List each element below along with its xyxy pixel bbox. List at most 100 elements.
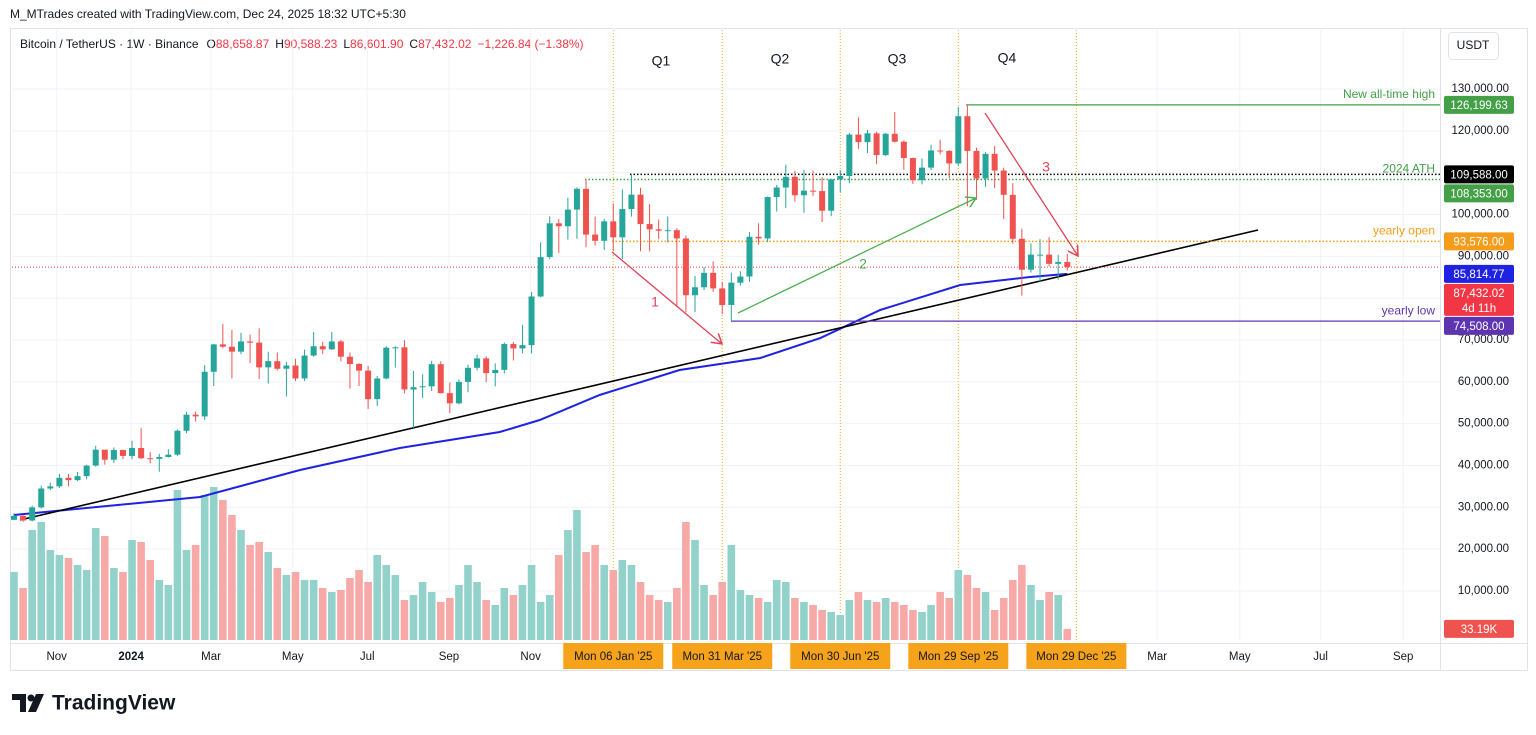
volume-bar — [972, 588, 981, 640]
candle-body — [646, 224, 653, 230]
volume-bar — [981, 592, 990, 640]
candle-body — [474, 358, 481, 368]
y-tick-label: 100,000.00 — [1451, 209, 1509, 221]
price-label-box — [1444, 264, 1514, 283]
volume-bar — [55, 555, 64, 640]
volume-bar — [1063, 628, 1072, 640]
x-tick-label: Jul — [360, 651, 375, 663]
volume-bar — [28, 530, 36, 640]
candle-body — [119, 449, 126, 456]
volume-bar — [636, 582, 645, 640]
candle-body — [991, 153, 998, 171]
ohlc-key: L — [343, 37, 350, 51]
currency[interactable]: USDT — [1457, 38, 1490, 52]
candle-body — [228, 346, 235, 352]
volume-bar — [246, 545, 254, 640]
candle-body — [537, 257, 544, 297]
ohlc-key: H — [275, 37, 284, 51]
currency-button[interactable] — [1448, 32, 1499, 60]
price-label-box — [1444, 316, 1514, 335]
candle-body — [810, 190, 817, 192]
candle-body — [165, 454, 172, 457]
level-name: New all-time high — [1343, 87, 1435, 101]
candle-body — [92, 449, 99, 466]
candle-body — [928, 150, 935, 168]
candle-body — [701, 272, 708, 288]
volume-bar — [373, 555, 381, 640]
arrow-label: 2 — [859, 256, 867, 272]
volume-bar — [545, 595, 554, 640]
volume-bar — [836, 615, 845, 640]
volume-bar — [890, 602, 899, 640]
candle-body — [437, 364, 444, 394]
volume-bar — [936, 592, 944, 640]
date-marker-box — [1026, 643, 1127, 669]
level-name: yearly open — [1373, 224, 1435, 238]
candle-body — [56, 477, 63, 487]
volume-bar — [918, 612, 926, 640]
volume-bar — [900, 605, 908, 640]
brand: TradingView — [52, 692, 176, 715]
volume-bar — [337, 590, 345, 640]
logo-mark — [28, 694, 44, 712]
volume-bar — [600, 565, 608, 640]
volume-bar — [990, 610, 999, 640]
candle-body — [755, 236, 762, 239]
levels: New all-time high 2024 ATH yearly open year… — [12, 87, 1440, 322]
volume-bar — [427, 592, 436, 640]
arrow-label: 3 — [1042, 159, 1050, 175]
price-label: 108,353.00 — [1450, 188, 1508, 200]
volume-bar — [418, 582, 427, 640]
candle-body — [528, 296, 535, 346]
volume-bar — [10, 572, 18, 640]
volume-bar — [500, 588, 509, 640]
volume-bar — [436, 602, 445, 640]
candle-body — [510, 344, 517, 349]
candle-body — [328, 341, 335, 350]
candle-body — [419, 386, 426, 388]
candle-body — [183, 414, 190, 431]
volume-bar — [536, 602, 545, 640]
candle-body — [1037, 254, 1044, 256]
candle-body — [1055, 261, 1062, 264]
candle-body — [918, 167, 925, 181]
y-tick-label: 30,000.00 — [1458, 501, 1509, 513]
x-tick-label: Nov — [520, 651, 541, 663]
candle-body — [129, 447, 136, 456]
volume-bar — [446, 598, 454, 640]
chart-frame — [10, 28, 1528, 671]
volume-bar — [219, 500, 227, 640]
logo-mark — [27, 694, 35, 702]
volume-bar — [128, 540, 136, 640]
x-tick-label: Mar — [201, 651, 221, 663]
volume-bar — [527, 565, 536, 640]
volume-bar — [164, 585, 173, 640]
price-label-box — [1444, 232, 1514, 251]
volume-bar — [673, 588, 681, 640]
price-label: 74,508.00 — [1453, 321, 1504, 333]
candle-body — [946, 150, 953, 164]
volume-bar — [300, 580, 309, 640]
volume-bar — [491, 605, 500, 640]
candles — [10, 104, 1071, 522]
candle-body — [392, 347, 399, 349]
candle-body — [292, 365, 299, 379]
candle-body — [846, 134, 853, 177]
candle-body — [592, 234, 599, 241]
volume-bar — [237, 530, 245, 640]
candle-body — [1018, 238, 1025, 270]
volume-bar — [119, 572, 127, 640]
volume-bar — [745, 595, 754, 640]
candle-body — [455, 381, 462, 404]
candle-body — [110, 449, 117, 460]
logo-mark — [12, 694, 26, 712]
date-marker-box — [790, 643, 891, 669]
y-tick-label: 20,000.00 — [1458, 543, 1509, 555]
volume-bar — [609, 570, 618, 640]
candle-body — [274, 361, 281, 369]
candle-body — [301, 355, 308, 379]
axes: Nov 2024 Mar May Jul Sep Nov Mar May Jul Sep130,00… — [46, 83, 1514, 669]
arrow — [611, 251, 722, 344]
candle-body — [719, 288, 726, 305]
candle-body — [156, 456, 163, 459]
